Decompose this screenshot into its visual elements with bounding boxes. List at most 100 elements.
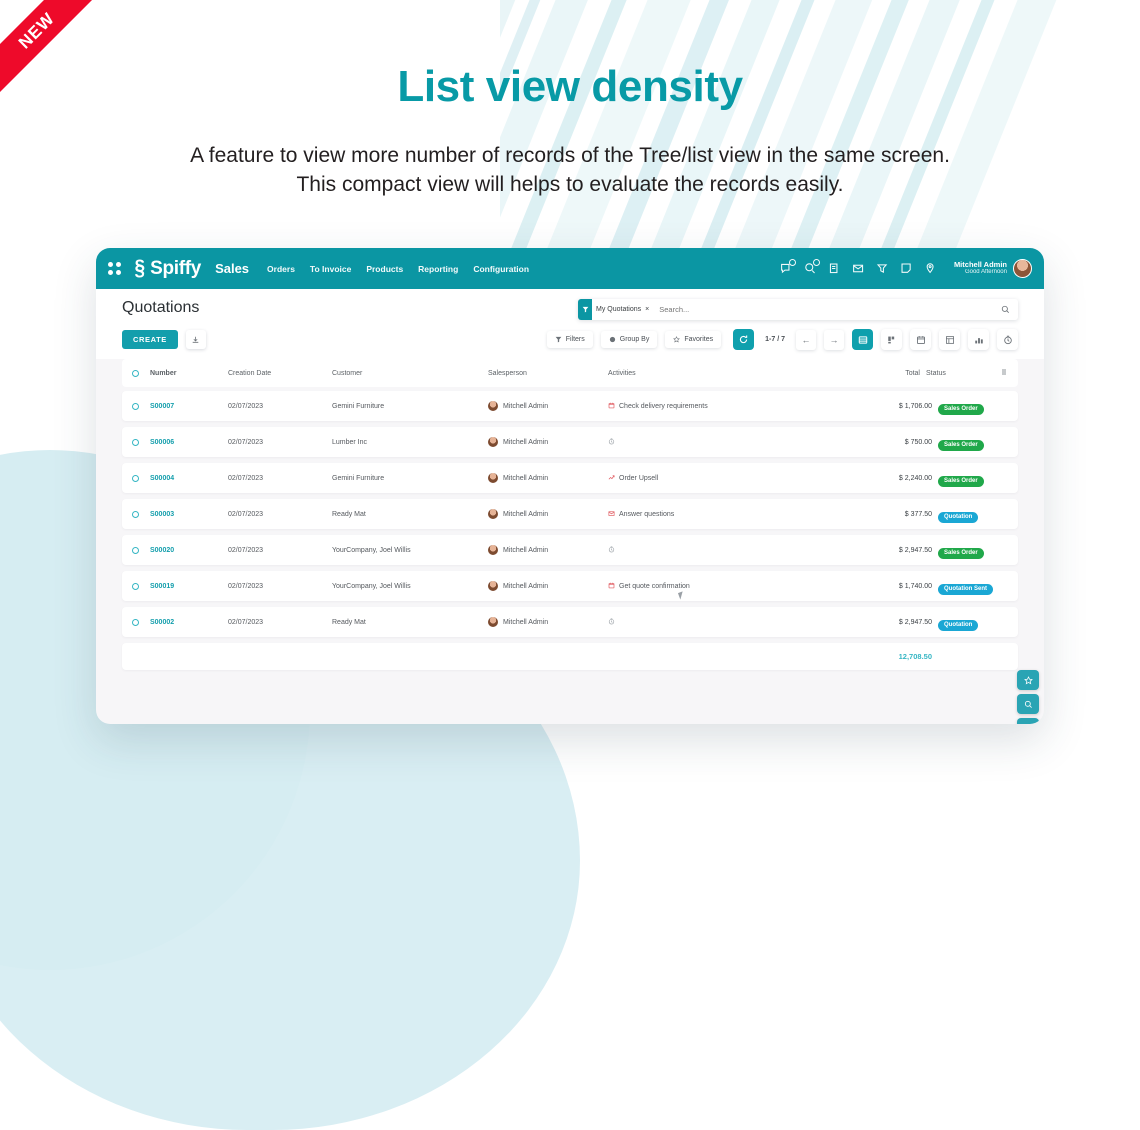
row-activities[interactable]: Get quote confirmation — [608, 582, 860, 591]
print-icon[interactable] — [828, 262, 841, 275]
column-header-total[interactable]: Total — [905, 369, 920, 377]
favorites-button[interactable]: Favorites — [665, 331, 722, 348]
column-header-status[interactable]: Status — [926, 369, 946, 377]
list-view: Number Creation Date Customer Salesperso… — [96, 359, 1044, 670]
avatar — [488, 437, 498, 447]
search-facet[interactable]: My Quotations × — [578, 299, 655, 320]
table-row[interactable]: S00019 02/07/2023 YourCompany, Joel Willis… — [122, 571, 1018, 601]
row-salesperson-name: Mitchell Admin — [503, 438, 549, 446]
create-button[interactable]: CREATE — [122, 330, 178, 349]
column-header-creation-date[interactable]: Creation Date — [228, 369, 272, 377]
brand-name: Spiffy — [150, 257, 202, 279]
graph-view-toggle[interactable] — [968, 329, 989, 350]
status-badge: Sales Order — [938, 439, 984, 451]
row-number[interactable]: S00002 — [150, 618, 175, 626]
row-activities[interactable] — [608, 438, 860, 447]
table-row[interactable]: S00007 02/07/2023 Gemini Furniture Mitchell… — [122, 391, 1018, 421]
row-number[interactable]: S00006 — [150, 438, 175, 446]
activities-icon[interactable] — [876, 262, 889, 275]
search-input[interactable] — [655, 305, 1001, 314]
mail-icon[interactable] — [852, 262, 865, 275]
discuss-badge — [812, 259, 820, 266]
row-salesperson-name: Mitchell Admin — [503, 546, 549, 554]
table-row[interactable]: S00002 02/07/2023 Ready Mat Mitchell Admin $… — [122, 607, 1018, 637]
avatar — [488, 581, 498, 591]
pivot-view-toggle[interactable] — [939, 329, 960, 350]
calendar-view-toggle[interactable] — [910, 329, 931, 350]
row-checkbox[interactable] — [132, 510, 150, 518]
table-row[interactable]: S00004 02/07/2023 Gemini Furniture Mitchell… — [122, 463, 1018, 493]
arrow-left-icon[interactable]: ← — [796, 329, 816, 350]
avatar — [488, 473, 498, 483]
row-customer: Lumber Inc — [332, 438, 368, 446]
row-checkbox[interactable] — [132, 402, 150, 410]
row-total: $ 377.50 — [904, 510, 932, 518]
row-checkbox[interactable] — [132, 546, 150, 554]
arrow-right-icon[interactable]: → — [824, 329, 844, 350]
row-salesperson: Mitchell Admin — [488, 509, 608, 519]
row-number[interactable]: S00020 — [150, 546, 175, 554]
column-header-activities[interactable]: Activities — [608, 369, 636, 377]
pager-label: 1-7 / 7 — [765, 336, 785, 343]
row-activities[interactable]: Answer questions — [608, 510, 860, 519]
menu-item-to-invoice[interactable]: To Invoice — [309, 263, 352, 274]
group-by-button[interactable]: Group By — [600, 331, 658, 348]
avatar[interactable] — [1013, 259, 1032, 278]
row-number[interactable]: S00004 — [150, 474, 175, 482]
filters-button[interactable]: Filters — [546, 331, 593, 348]
filter-icon — [578, 299, 592, 320]
list-view-toggle[interactable] — [852, 329, 873, 350]
row-checkbox[interactable] — [132, 474, 150, 482]
mail-icon — [608, 510, 615, 519]
row-creation-date: 02/07/2023 — [228, 438, 264, 446]
search-facet-remove-icon[interactable]: × — [645, 306, 650, 313]
row-number[interactable]: S00003 — [150, 510, 175, 518]
calendar-icon — [608, 582, 615, 591]
row-number[interactable]: S00007 — [150, 402, 175, 410]
column-settings-icon[interactable] — [1000, 368, 1008, 378]
search-bar[interactable]: My Quotations × — [578, 299, 1018, 320]
table-row[interactable]: S00006 02/07/2023 Lumber Inc Mitchell Admin… — [122, 427, 1018, 457]
menu-item-orders[interactable]: Orders — [267, 263, 295, 274]
expand-rail-button[interactable] — [1017, 718, 1039, 724]
apps-menu-icon[interactable] — [108, 262, 121, 275]
row-activities[interactable]: Check delivery requirements — [608, 402, 860, 411]
discuss-icon[interactable] — [804, 259, 820, 275]
status-badge: Quotation — [938, 511, 979, 523]
row-salesperson-name: Mitchell Admin — [503, 474, 549, 482]
import-icon[interactable] — [185, 330, 206, 349]
row-activities[interactable] — [608, 618, 860, 627]
search-icon[interactable] — [1001, 301, 1010, 319]
row-activities[interactable]: Order Upsell — [608, 474, 860, 483]
user-greeting: Good Afternoon — [964, 269, 1007, 276]
column-header-salesperson[interactable]: Salesperson — [488, 369, 527, 377]
activity-view-toggle[interactable] — [997, 329, 1018, 350]
table-row[interactable]: S00003 02/07/2023 Ready Mat Mitchell Admin A… — [122, 499, 1018, 529]
search-rail-button[interactable] — [1017, 694, 1039, 714]
menu-item-products[interactable]: Products — [366, 263, 404, 274]
avatar — [488, 401, 498, 411]
row-number[interactable]: S00019 — [150, 582, 175, 590]
row-creation-date: 02/07/2023 — [228, 546, 264, 554]
refresh-icon[interactable] — [733, 329, 755, 350]
row-total: $ 2,240.00 — [898, 474, 932, 482]
messages-icon[interactable] — [780, 259, 796, 275]
row-activities[interactable] — [608, 546, 860, 555]
user-menu[interactable]: Mitchell Admin Good Afternoon — [954, 259, 1032, 278]
table-row[interactable]: S00020 02/07/2023 YourCompany, Joel Willis… — [122, 535, 1018, 565]
app-menu: Orders To Invoice Products Reporting Con… — [267, 264, 529, 274]
location-icon[interactable] — [924, 262, 937, 275]
new-ribbon: NEW — [0, 0, 96, 96]
column-header-customer[interactable]: Customer — [332, 369, 363, 377]
row-checkbox[interactable] — [132, 618, 150, 626]
row-checkbox[interactable] — [132, 582, 150, 590]
favorites-rail-button[interactable] — [1017, 670, 1039, 690]
brand-logo[interactable]: § Spiffy — [135, 258, 202, 280]
select-all-checkbox[interactable] — [132, 369, 150, 377]
column-header-number[interactable]: Number — [150, 369, 177, 377]
notes-icon[interactable] — [900, 262, 913, 275]
kanban-view-toggle[interactable] — [881, 329, 902, 350]
row-checkbox[interactable] — [132, 438, 150, 446]
menu-item-configuration[interactable]: Configuration — [473, 263, 530, 274]
menu-item-reporting[interactable]: Reporting — [418, 263, 459, 274]
